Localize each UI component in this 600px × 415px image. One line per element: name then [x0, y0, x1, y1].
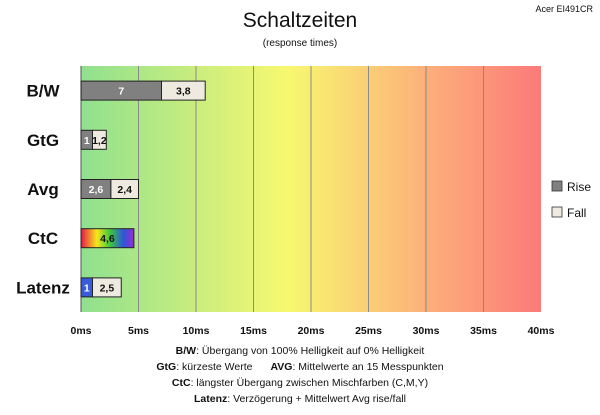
- bar-fall: [161, 80, 206, 101]
- category-label: Latenz: [16, 278, 70, 297]
- x-tick-labels: 0ms 5ms 10ms 15ms 20ms 25ms 30ms 35ms 40ms: [70, 325, 554, 337]
- category-label: B/W: [26, 82, 60, 101]
- bar-fall: [92, 277, 122, 298]
- x-tick-label: 30ms: [413, 325, 440, 337]
- data-label-rise: 1: [84, 282, 90, 294]
- grid-lines: [138, 66, 484, 312]
- notes: B/W: Übergang von 100% Helligkeit auf 0%…: [156, 345, 443, 405]
- category-labels: B/W GtG Avg CtC Latenz: [16, 82, 70, 298]
- bar-fall: [92, 129, 107, 150]
- chart-subtitle: (response times): [263, 38, 337, 49]
- note-bw: B/W: Übergang von 100% Helligkeit auf 0%…: [176, 345, 425, 357]
- x-tick-label: 15ms: [240, 325, 267, 337]
- data-label-rise: 4,6: [100, 233, 115, 245]
- data-label-fall: 2,5: [100, 282, 115, 294]
- data-label-rise: 1: [84, 135, 90, 147]
- category-label: Avg: [27, 180, 59, 199]
- legend-label-rise: Rise: [567, 180, 591, 194]
- note-latenz: Latenz: Verzögerung + Mittelwert Avg ris…: [194, 393, 406, 405]
- x-tick-label: 10ms: [183, 325, 210, 337]
- data-label-rise: 2,6: [89, 184, 104, 196]
- legend-label-fall: Fall: [567, 206, 586, 220]
- category-label: CtC: [28, 229, 58, 248]
- data-label-rise: 7: [118, 86, 124, 98]
- legend: Rise Fall: [551, 180, 591, 220]
- model-label: Acer EI491CR: [535, 4, 593, 14]
- chart-title: Schaltzeiten: [243, 9, 357, 32]
- note-gtg-avg: GtG: kürzeste Werte AVG: Mittelwerte an 1…: [156, 361, 443, 373]
- bar-rise: [80, 228, 135, 249]
- x-tick-label: 5ms: [128, 325, 149, 337]
- data-label-fall: 1,2: [92, 135, 107, 147]
- x-tick-label: 0ms: [70, 325, 91, 337]
- x-tick-label: 40ms: [528, 325, 555, 337]
- bars: 7 3,81 1,22,6 2,44,61 2,5: [80, 80, 206, 298]
- category-label: GtG: [27, 131, 59, 150]
- data-label-fall: 3,8: [176, 86, 191, 98]
- data-label-fall: 2,4: [117, 184, 132, 196]
- legend-swatch-rise: [551, 180, 563, 192]
- bar-fall: [110, 179, 140, 199]
- legend-swatch-fall: [551, 206, 563, 218]
- x-tick-label: 25ms: [355, 325, 382, 337]
- x-tick-label: 35ms: [470, 325, 497, 337]
- x-tick-label: 20ms: [298, 325, 325, 337]
- note-ctc: CtC: längster Übergang zwischen Mischfar…: [172, 377, 428, 389]
